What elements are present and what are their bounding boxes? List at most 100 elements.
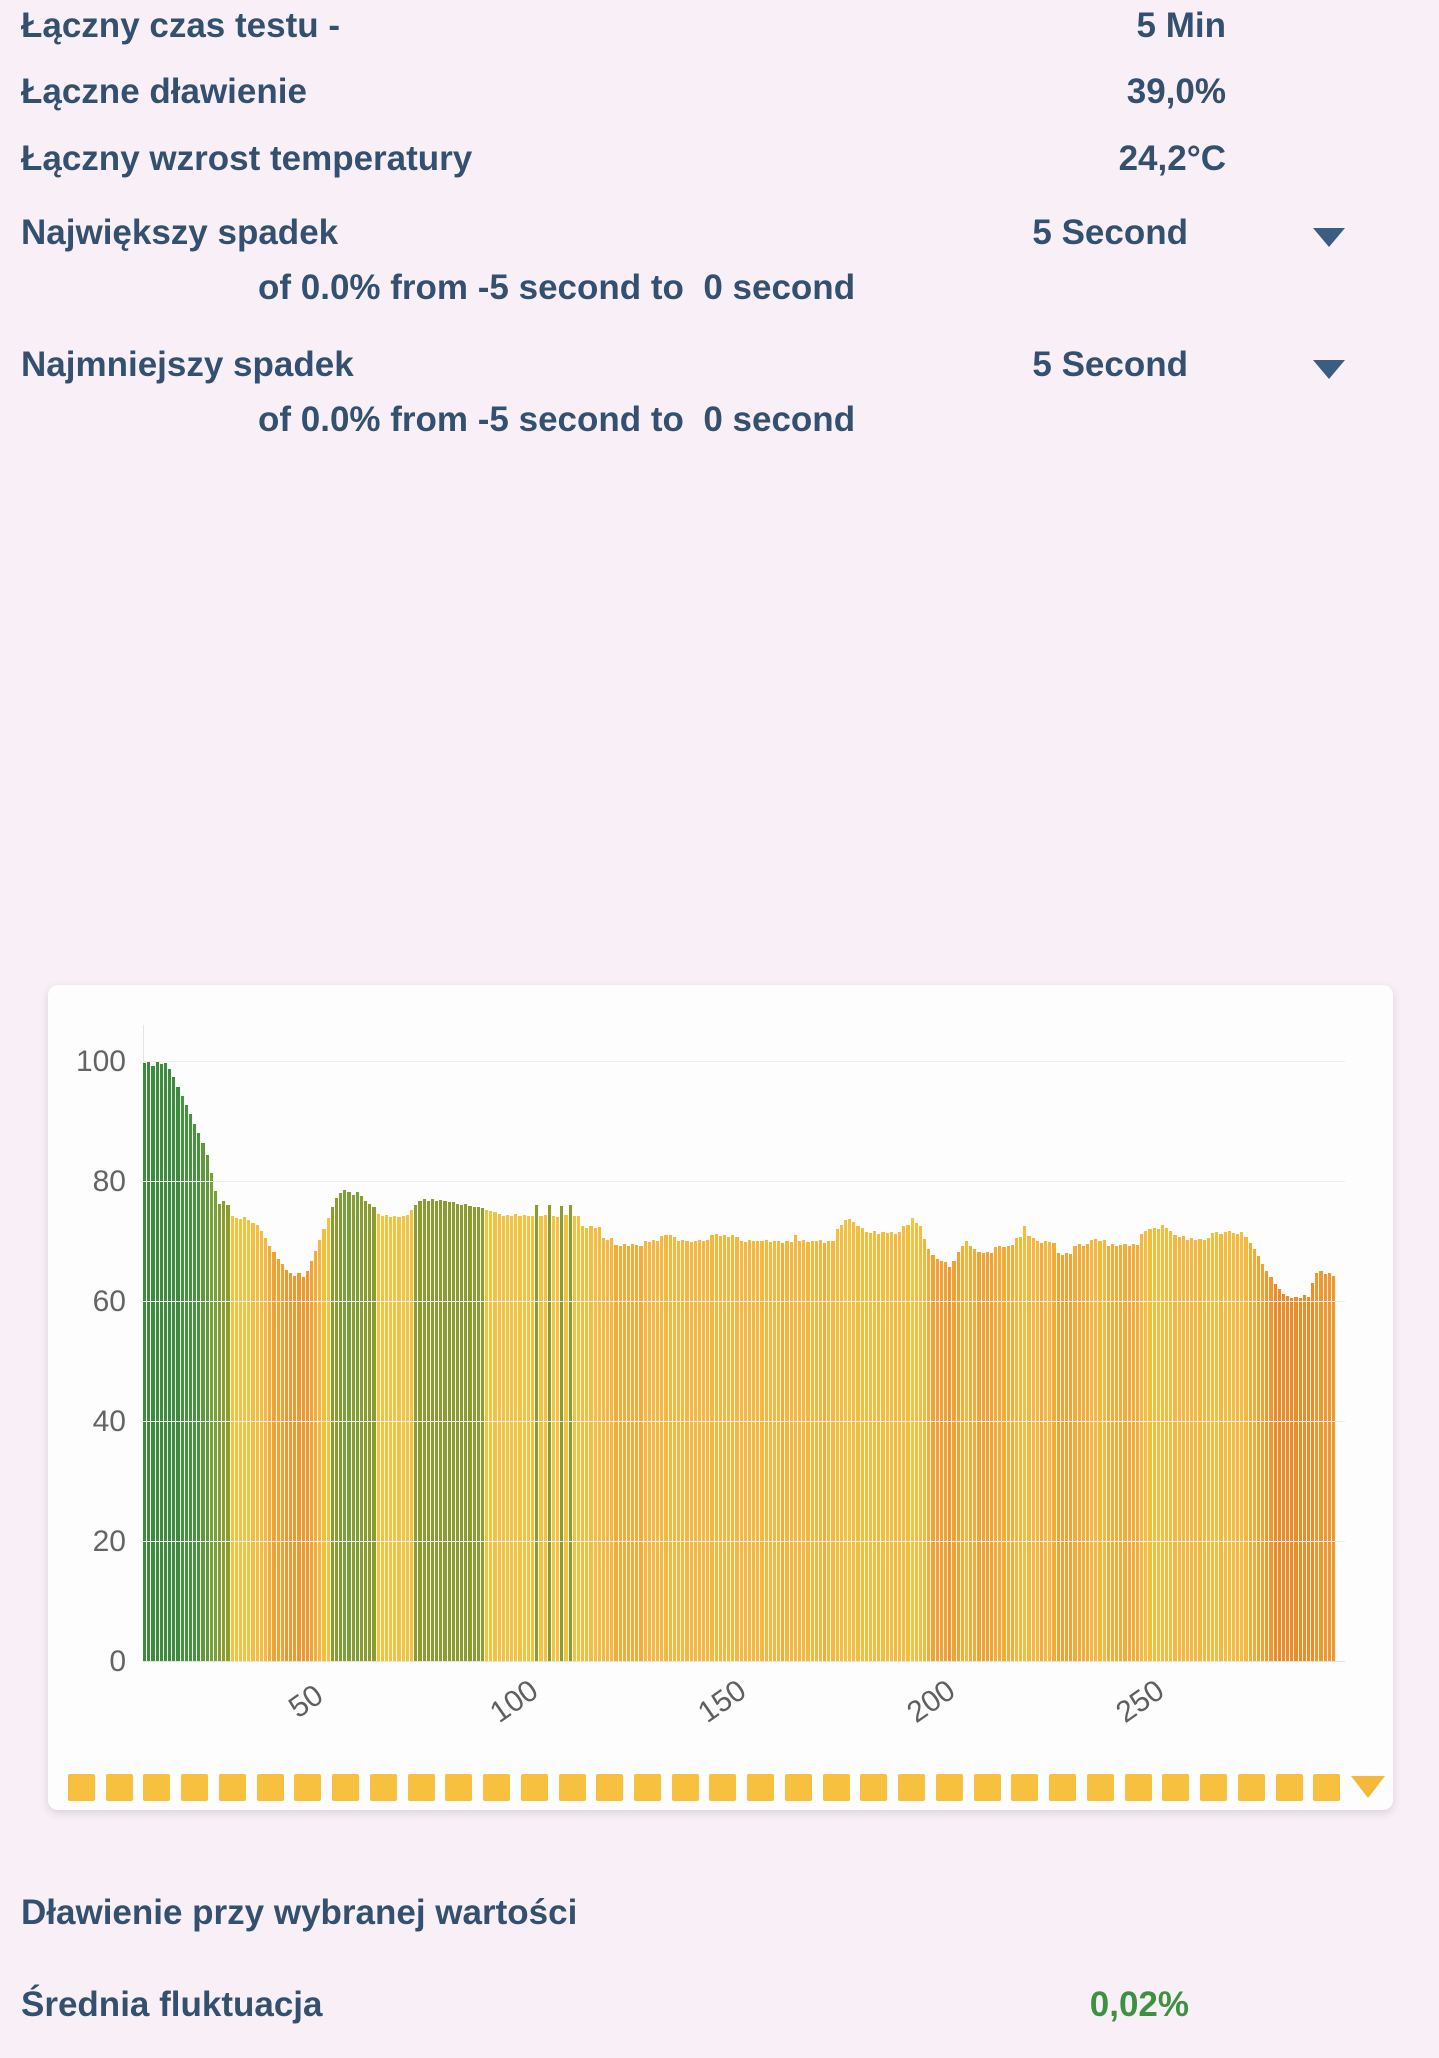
bar-209 — [969, 1245, 974, 1662]
chevron-down-icon[interactable] — [1313, 360, 1345, 379]
bar-266 — [1206, 1238, 1211, 1662]
bar-63 — [359, 1196, 365, 1662]
scrollbar-end-arrow-icon[interactable] — [1350, 1776, 1385, 1798]
bar-87 — [460, 1204, 465, 1662]
bar-245 — [1119, 1245, 1124, 1662]
bar-240 — [1098, 1240, 1103, 1662]
average-fluctuation-label: Średnia fluktuacja — [21, 1985, 323, 2024]
bar-155 — [743, 1242, 748, 1662]
bar-86 — [455, 1203, 461, 1662]
bar-226 — [1039, 1242, 1045, 1662]
bar-47 — [293, 1276, 298, 1662]
bar-188 — [881, 1232, 886, 1662]
bar-295 — [1327, 1272, 1332, 1662]
chevron-down-icon[interactable] — [1313, 228, 1345, 247]
bar-190 — [889, 1231, 894, 1662]
bar-75 — [410, 1209, 415, 1662]
bar-206 — [956, 1251, 961, 1662]
bar-282 — [1273, 1284, 1278, 1662]
bar-219 — [1010, 1245, 1015, 1662]
bar-73 — [401, 1216, 406, 1662]
smallest-drop-period-select[interactable]: 5 Second — [1032, 345, 1188, 384]
bar-173 — [818, 1240, 824, 1662]
bar-229 — [1052, 1243, 1057, 1662]
bar-130 — [639, 1246, 644, 1662]
bar-162 — [772, 1240, 778, 1662]
bar-274 — [1240, 1232, 1245, 1662]
x-tick-label-150: 150 — [692, 1673, 753, 1730]
bar-51 — [309, 1261, 315, 1662]
scrollbar-dash — [1086, 1773, 1114, 1801]
bar-168 — [797, 1241, 803, 1662]
x-tick-label-250: 250 — [1110, 1673, 1171, 1730]
bar-272 — [1231, 1233, 1237, 1662]
bar-45 — [284, 1269, 290, 1662]
bar-108 — [547, 1204, 552, 1662]
bar-68 — [380, 1216, 385, 1662]
bar-239 — [1094, 1239, 1099, 1662]
smallest-drop-label: Najmniejszy spadek — [21, 345, 354, 384]
bar-19 — [176, 1087, 181, 1662]
bar-225 — [1035, 1241, 1040, 1662]
bar-260 — [1181, 1236, 1186, 1662]
bar-148 — [714, 1234, 719, 1662]
bar-100 — [514, 1214, 519, 1662]
scrollbar-dash — [181, 1773, 209, 1801]
bar-127 — [626, 1245, 632, 1662]
bar-72 — [397, 1217, 402, 1662]
bar-293 — [1319, 1270, 1324, 1662]
scrollbar-dash — [520, 1773, 548, 1801]
scrollbar-dash — [860, 1773, 888, 1801]
bar-132 — [647, 1242, 652, 1662]
bar-255 — [1160, 1225, 1166, 1662]
bar-244 — [1115, 1246, 1120, 1662]
largest-drop-period-select[interactable]: 5 Second — [1032, 213, 1188, 252]
bar-95 — [493, 1212, 498, 1662]
scrollbar-dash — [1275, 1773, 1303, 1801]
gridline-0 — [143, 1661, 1345, 1662]
bar-123 — [610, 1237, 615, 1662]
y-tick-label-100: 100 — [75, 1045, 126, 1078]
bar-182 — [856, 1225, 861, 1662]
bar-113 — [568, 1205, 573, 1662]
bar-185 — [868, 1233, 874, 1662]
scrollbar-dash — [671, 1773, 699, 1801]
bar-268 — [1215, 1231, 1220, 1662]
stat-value-total-throttling: 39,0% — [1126, 72, 1226, 111]
bar-236 — [1081, 1245, 1086, 1662]
bar-116 — [581, 1226, 586, 1662]
bar-163 — [777, 1241, 782, 1662]
bar-181 — [852, 1221, 857, 1662]
bar-98 — [505, 1215, 511, 1662]
bar-58 — [339, 1192, 344, 1662]
scrollbar-dash — [1049, 1773, 1077, 1801]
bar-286 — [1290, 1297, 1295, 1662]
bar-81 — [435, 1200, 440, 1662]
chart-scrollbar[interactable] — [68, 1773, 1385, 1801]
bar-43 — [276, 1258, 281, 1662]
bar-69 — [384, 1215, 390, 1662]
bar-125 — [618, 1246, 623, 1662]
bar-80 — [430, 1199, 436, 1662]
bar-159 — [760, 1241, 765, 1662]
bar-217 — [1002, 1247, 1007, 1662]
bar-165 — [785, 1240, 790, 1662]
bar-290 — [1306, 1297, 1312, 1662]
scrollbar-dash — [218, 1773, 246, 1801]
bar-269 — [1219, 1233, 1224, 1662]
bar-263 — [1194, 1240, 1199, 1662]
bar-249 — [1135, 1245, 1141, 1662]
scrollbar-dash — [747, 1773, 775, 1801]
throttling-chart-card: 0 20 40 60 80 100 50 100 150 200 250 — [48, 985, 1393, 1810]
largest-drop-detail: of 0.0% from -5 second to 0 second — [258, 268, 856, 307]
y-tick-label-60: 60 — [92, 1285, 126, 1318]
bar-176 — [831, 1240, 836, 1662]
bar-76 — [414, 1204, 419, 1662]
bar-91 — [476, 1206, 481, 1662]
bar-120 — [597, 1227, 602, 1662]
bar-26 — [205, 1155, 210, 1662]
bar-194 — [906, 1225, 911, 1662]
bar-151 — [727, 1236, 732, 1662]
bar-61 — [351, 1194, 356, 1662]
bar-210 — [973, 1248, 978, 1662]
